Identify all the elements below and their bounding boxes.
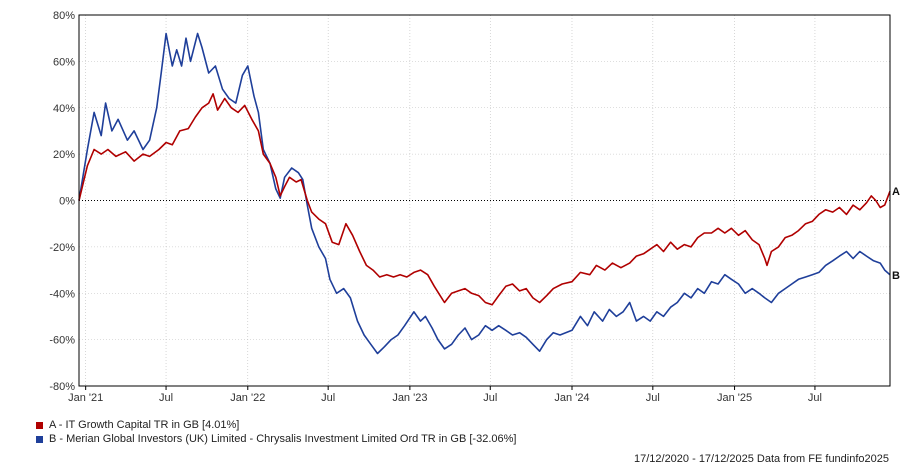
series-line-a — [78, 93, 891, 306]
series-end-labels: BA — [892, 186, 900, 282]
plot-area-frame — [78, 14, 891, 387]
legend-item-b: B - Merian Global Investors (UK) Limited… — [36, 432, 516, 446]
y-tick-label: -20% — [49, 242, 75, 254]
legend-label-a: A - IT Growth Capital TR in GB [4.01%] — [49, 419, 240, 431]
x-tick-label: Jul — [808, 392, 822, 404]
x-tick-label: Jan '21 — [68, 392, 103, 404]
y-tick-label: 40% — [53, 103, 75, 115]
y-axis-tick-labels: 80% 60% 40% 20% 0% -20% -40% -60% -80% — [49, 10, 75, 393]
y-tick-label: 60% — [53, 56, 75, 68]
y-tick-label: -60% — [49, 335, 75, 347]
x-tick-label: Jul — [483, 392, 497, 404]
series-line-b — [78, 32, 891, 355]
y-tick-label: 0% — [59, 196, 75, 208]
series-lines — [78, 32, 891, 355]
grid-lines — [79, 14, 890, 390]
x-tick-label: Jan '22 — [230, 392, 265, 404]
date-range-source-note: 17/12/2020 - 17/12/2025 Data from FE fun… — [633, 453, 889, 465]
legend-label-b: B - Merian Global Investors (UK) Limited… — [49, 433, 517, 445]
series-end-label-b: B — [892, 270, 900, 282]
x-tick-label: Jul — [646, 392, 660, 404]
legend: A - IT Growth Capital TR in GB [4.01%] B… — [36, 418, 516, 446]
x-tick-label: Jan '24 — [554, 392, 589, 404]
x-tick-label: Jul — [321, 392, 335, 404]
x-tick-label: Jan '23 — [392, 392, 427, 404]
x-axis-tick-labels: Jan '21 Jul Jan '22 Jul Jan '23 Jul Jan '24 Jul… — [68, 392, 822, 404]
x-tick-label: Jul — [159, 392, 173, 404]
legend-swatch-b — [36, 435, 43, 443]
y-tick-label: 80% — [53, 10, 75, 22]
y-tick-label: -80% — [49, 381, 75, 393]
legend-item-a: A - IT Growth Capital TR in GB [4.01%] — [36, 418, 516, 432]
legend-swatch-a — [36, 421, 43, 429]
y-tick-label: 20% — [53, 149, 75, 161]
x-tick-label: Jan '25 — [717, 392, 752, 404]
series-end-label-a: A — [892, 186, 900, 198]
y-tick-label: -40% — [49, 288, 75, 300]
